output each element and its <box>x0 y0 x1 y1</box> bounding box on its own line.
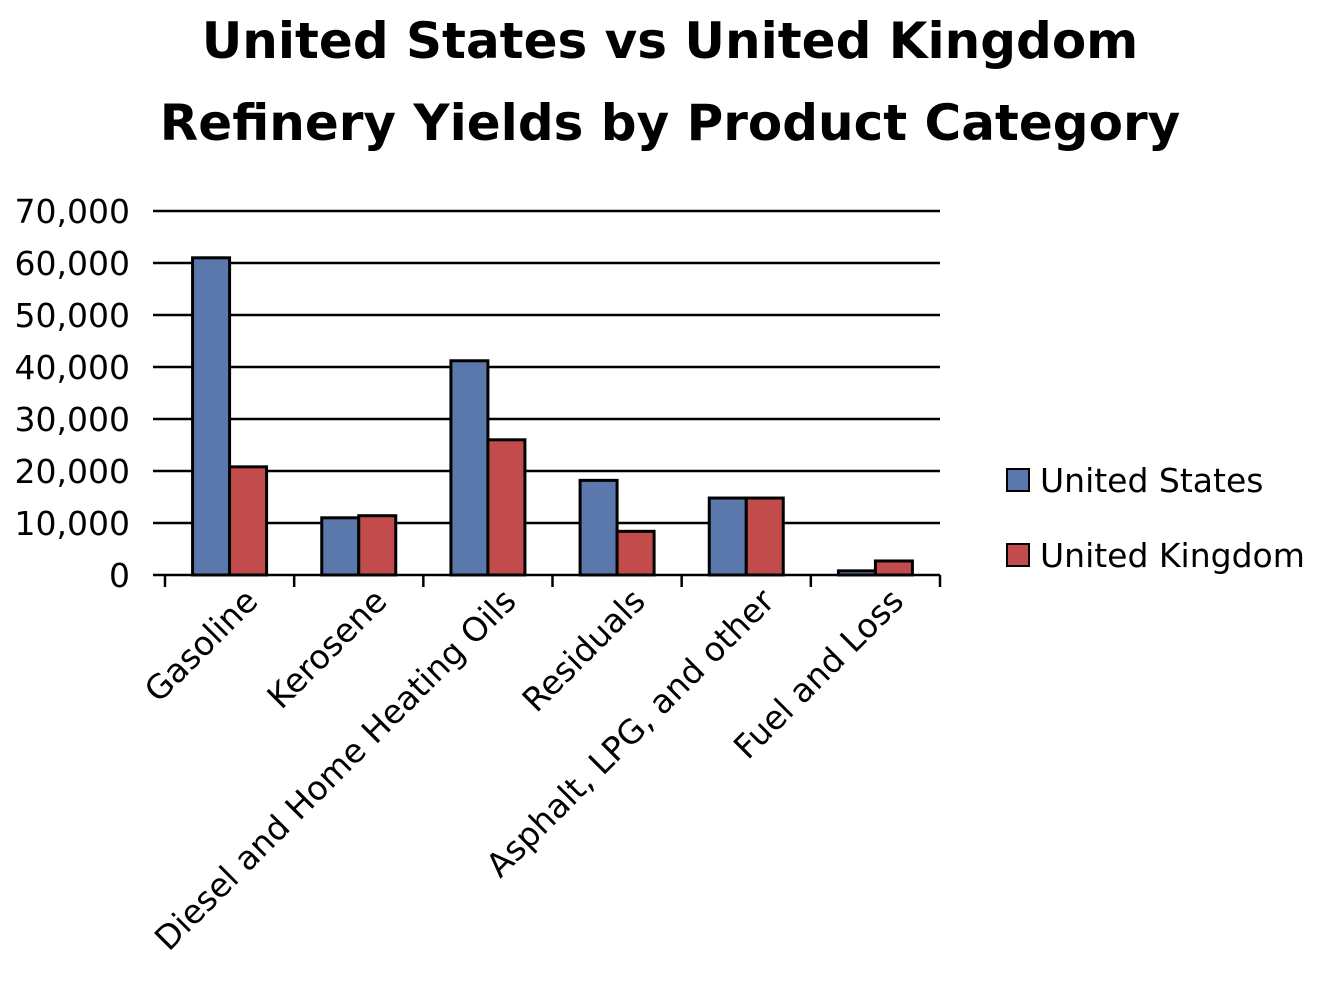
y-tick-label: 40,000 <box>15 348 130 387</box>
y-tick-label: 70,000 <box>15 192 130 231</box>
y-axis-tick-labels: 0 10,000 20,000 30,000 40,000 50,000 60,000 70,… <box>15 192 130 595</box>
bar-united-kingdom <box>744 496 785 577</box>
x-category-label: Kerosene <box>259 581 394 716</box>
y-tick-label: 30,000 <box>15 400 130 439</box>
y-tick-label: 10,000 <box>15 504 130 543</box>
y-tick-label: 50,000 <box>15 296 130 335</box>
bar-united-states <box>320 516 361 577</box>
bar-united-states <box>578 478 619 577</box>
bar-united-states <box>707 496 748 577</box>
legend-swatch <box>1006 543 1030 567</box>
y-tick-label: 0 <box>109 556 130 595</box>
bar-united-states <box>449 359 490 577</box>
x-axis <box>163 575 942 587</box>
bar-united-kingdom <box>228 465 269 577</box>
x-category-label: Gasoline <box>137 581 266 710</box>
y-tick-label: 60,000 <box>15 244 130 283</box>
legend-swatch <box>1006 468 1030 492</box>
chart-title-line-1: United States vs United Kingdom <box>202 12 1139 70</box>
legend-label: United Kingdom <box>1040 536 1305 575</box>
bar-united-kingdom <box>357 514 398 577</box>
bar-united-states <box>191 256 232 577</box>
bar-united-kingdom <box>486 438 527 577</box>
bar-united-kingdom <box>873 559 914 577</box>
x-category-label: Residuals <box>514 581 652 719</box>
bars <box>191 256 914 577</box>
chart-title-line-2: Refinery Yields by Product Category <box>160 94 1180 152</box>
gridlines <box>153 209 940 577</box>
bar-united-states <box>836 569 877 577</box>
y-tick-label: 20,000 <box>15 452 130 491</box>
legend-label: United States <box>1040 461 1263 500</box>
chart-title: United States vs United Kingdom Refinery … <box>160 12 1180 152</box>
bar-united-kingdom <box>615 529 656 577</box>
legend: United States United Kingdom <box>1006 461 1305 575</box>
